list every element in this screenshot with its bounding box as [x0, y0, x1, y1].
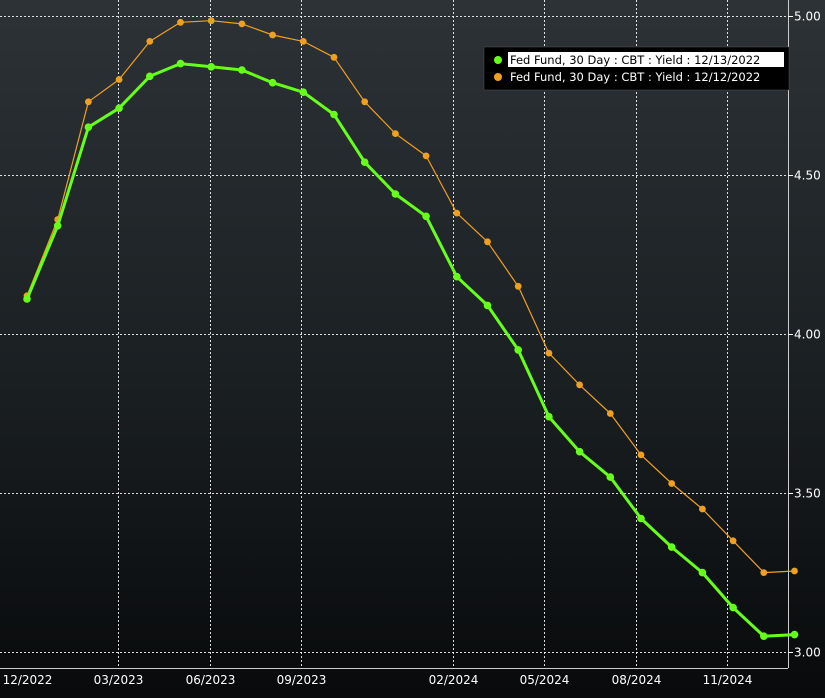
series-12-12-2022 — [23, 17, 798, 576]
data-point — [238, 66, 246, 74]
x-tick-label: 06/2023 — [186, 673, 236, 687]
data-point — [207, 17, 215, 25]
data-point — [729, 537, 737, 545]
data-point — [269, 31, 276, 39]
data-point — [729, 603, 737, 612]
data-point — [330, 110, 338, 119]
data-point — [760, 632, 768, 640]
legend-label: Fed Fund, 30 Day : CBT : Yield : 12/12/2… — [510, 70, 760, 84]
data-point — [392, 130, 399, 138]
data-point — [483, 301, 492, 310]
x-tick-label: 02/2024 — [429, 673, 479, 687]
data-point — [453, 209, 461, 217]
data-point — [668, 480, 676, 487]
data-point — [268, 78, 277, 87]
data-point — [299, 88, 308, 96]
legend-label: Fed Fund, 30 Day : CBT : Yield : 12/13/2… — [510, 53, 760, 67]
data-point — [484, 238, 491, 246]
x-tick-label: 05/2024 — [520, 673, 570, 687]
data-point — [791, 567, 798, 575]
data-point — [115, 104, 123, 112]
data-point — [698, 568, 707, 577]
x-tick-label: 08/2024 — [612, 673, 662, 687]
data-point — [545, 412, 553, 421]
y-tick-label: 4.50 — [794, 169, 821, 183]
data-point — [575, 447, 584, 456]
data-point — [514, 282, 522, 290]
data-point — [176, 59, 185, 68]
data-point — [238, 20, 246, 28]
gridlines — [0, 0, 789, 669]
data-point — [360, 158, 369, 166]
y-axis-ticks: 3.00 3.50 4.00 4.50 5.00 — [788, 10, 821, 660]
x-tick-label: 11/2024 — [703, 673, 753, 687]
series-lines — [23, 17, 799, 640]
data-point — [299, 38, 307, 45]
series-12-13-2022 — [23, 59, 799, 640]
data-point — [361, 98, 369, 106]
data-point — [637, 451, 645, 459]
series-line — [25, 62, 795, 638]
data-point — [545, 349, 553, 357]
x-tick-label: 12/2022 — [3, 673, 53, 687]
x-tick-label: 09/2023 — [277, 673, 327, 687]
data-point — [146, 38, 154, 45]
legend: Fed Fund, 30 Day : CBT : Yield : 12/13/2… — [483, 46, 790, 91]
data-point — [207, 63, 215, 71]
data-point — [391, 190, 400, 198]
data-point — [667, 543, 676, 551]
data-point — [146, 72, 154, 81]
data-point — [606, 410, 614, 417]
data-point — [53, 222, 62, 230]
data-point — [84, 123, 93, 131]
data-point — [576, 381, 583, 389]
legend-marker — [494, 56, 502, 64]
data-point — [606, 473, 615, 481]
data-point — [177, 18, 184, 26]
y-tick-label: 3.00 — [794, 646, 821, 660]
data-point — [790, 630, 799, 639]
data-point — [453, 272, 461, 281]
data-point — [330, 53, 338, 61]
data-point — [115, 76, 123, 83]
data-point — [760, 569, 768, 576]
y-tick-label: 4.00 — [794, 328, 821, 342]
data-point — [422, 152, 430, 160]
data-point — [514, 346, 522, 354]
legend-marker — [494, 73, 502, 81]
data-point — [422, 212, 430, 221]
y-tick-label: 5.00 — [794, 10, 821, 24]
x-axis-ticks: 12/2022 03/2023 06/2023 09/2023 02/2024 05/20… — [3, 673, 753, 687]
legend-highlight — [508, 52, 784, 67]
y-tick-label: 3.50 — [794, 487, 821, 501]
data-point — [85, 98, 92, 106]
series-line — [26, 20, 795, 574]
x-tick-label: 03/2023 — [94, 673, 144, 687]
data-point — [23, 295, 31, 303]
data-point — [637, 514, 645, 523]
data-point — [699, 505, 706, 513]
